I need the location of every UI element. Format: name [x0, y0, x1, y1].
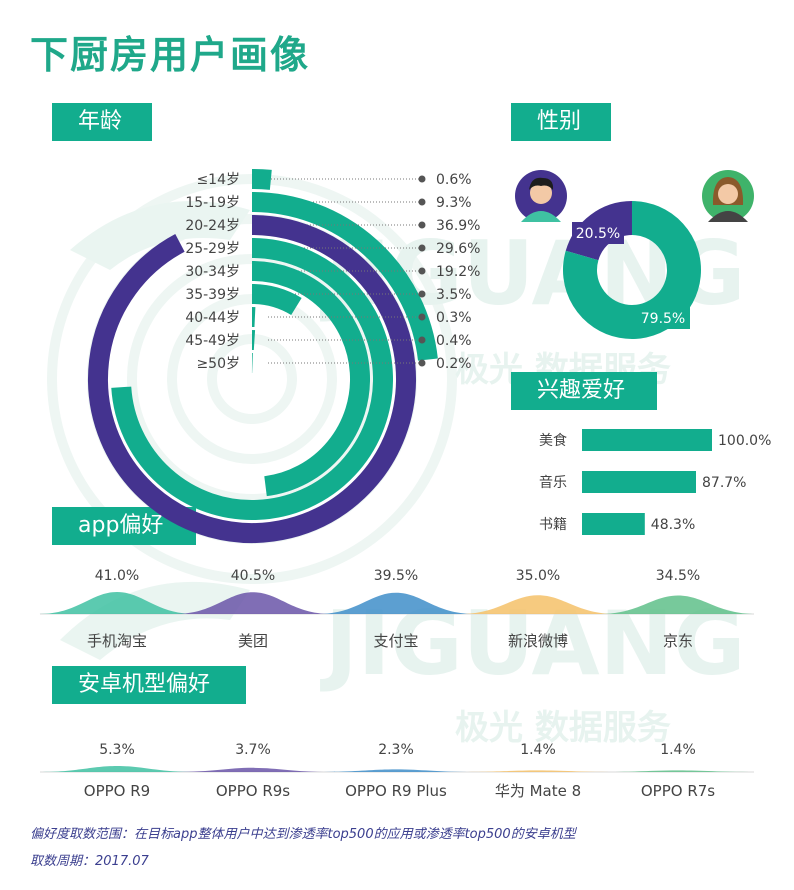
phone-svg-value-label: 1.4%	[660, 742, 696, 758]
age-leader-dot	[418, 359, 426, 367]
age-value-label: 3.5%	[436, 287, 472, 303]
age-label: ≥50岁	[196, 356, 240, 372]
age-value-label: 0.2%	[436, 356, 472, 372]
phone-svg-curve	[460, 770, 616, 772]
age-leader-dot	[418, 336, 426, 344]
age-label: 25-29岁	[185, 241, 240, 257]
section-interest-header: 兴趣爱好	[511, 372, 657, 410]
app-svg-curve	[460, 595, 616, 614]
male-avatar-face	[530, 182, 552, 204]
phone-svg-value-label: 2.3%	[378, 742, 414, 758]
age-value-label: 0.3%	[436, 310, 472, 326]
age-arc	[251, 261, 370, 497]
age-label: 15-19岁	[185, 195, 240, 211]
app-svg-category-label: 京东	[663, 632, 693, 650]
age-arc	[251, 169, 272, 190]
age-label: ≤14岁	[196, 172, 240, 188]
phone-svg-value-label: 5.3%	[99, 742, 135, 758]
phone-svg-curve	[600, 770, 756, 772]
phone-svg-category-label: OPPO R9s	[216, 782, 290, 800]
app-svg-value-label: 41.0%	[95, 568, 139, 584]
age-arc	[88, 215, 416, 543]
interest-value-label: 87.7%	[702, 475, 746, 491]
interest-bar	[582, 429, 712, 451]
age-leader-dot	[418, 313, 426, 321]
age-arc	[251, 284, 302, 316]
app-svg-category-label: 美团	[238, 632, 268, 650]
interest-bar	[582, 513, 645, 535]
male-avatar-hair	[529, 177, 554, 190]
gender-label-bg	[572, 222, 624, 244]
phone-svg-value-label: 3.7%	[235, 742, 271, 758]
app-svg-value-label: 39.5%	[374, 568, 418, 584]
age-label: 40-44岁	[185, 310, 240, 326]
age-label: 30-34岁	[185, 264, 240, 280]
age-value-label: 19.2%	[436, 264, 480, 280]
age-leader-dot	[418, 244, 426, 252]
interest-bar	[582, 471, 696, 493]
phone-svg-curve	[175, 767, 331, 772]
gender-value-label: 20.5%	[576, 226, 620, 242]
interest-value-label: 48.3%	[651, 517, 695, 533]
age-leader-dot	[418, 290, 426, 298]
app-svg-curve	[318, 592, 474, 614]
app-svg-curve	[39, 592, 195, 614]
gender-value-label: 79.5%	[641, 311, 685, 327]
phone-svg-curve	[318, 769, 474, 772]
age-value-label: 36.9%	[436, 218, 480, 234]
app-svg-value-label: 40.5%	[231, 568, 275, 584]
app-svg-value-label: 35.0%	[516, 568, 560, 584]
phone-svg-value-label: 1.4%	[520, 742, 556, 758]
app-svg-curve	[600, 595, 756, 614]
footnote-period: 取数周期：2017.07	[30, 854, 149, 869]
interest-label: 美食	[539, 432, 567, 449]
age-leader-dot	[418, 175, 426, 183]
age-arc	[251, 192, 438, 361]
app-svg-value-label: 34.5%	[656, 568, 700, 584]
age-label: 35-39岁	[185, 287, 240, 303]
app-svg-category-label: 新浪微博	[508, 632, 568, 650]
age-label: 20-24岁	[185, 218, 240, 234]
watermark-tagline-2: 极光 数据服务	[455, 708, 671, 748]
phone-svg-category-label: 华为 Mate 8	[495, 782, 581, 800]
interest-value-label: 100.0%	[718, 433, 771, 449]
phone-svg-curve	[39, 766, 195, 772]
phone-svg-category-label: OPPO R9 Plus	[345, 782, 447, 800]
gender-label-bg	[636, 307, 690, 329]
footnote-scope: 偏好度取数范围：在目标app整体用户中达到渗透率top500的应用或渗透率top…	[30, 827, 576, 842]
phone-svg-category-label: OPPO R9	[84, 782, 150, 800]
phone-svg-category-label: OPPO R7s	[641, 782, 715, 800]
section-phone-header: 安卓机型偏好	[52, 666, 246, 704]
age-value-label: 9.3%	[436, 195, 472, 211]
age-leader-dot	[418, 221, 426, 229]
section-gender-header: 性别	[511, 103, 611, 141]
age-leader-dot	[418, 267, 426, 275]
female-avatar-face	[718, 184, 738, 204]
interest-label: 书籍	[539, 516, 567, 533]
age-value-label: 0.6%	[436, 172, 472, 188]
section-age-header: 年龄	[52, 103, 152, 141]
age-label: 45-49岁	[185, 333, 240, 349]
page-title: 下厨房用户画像	[30, 33, 311, 77]
age-value-label: 29.6%	[436, 241, 480, 257]
section-app-header: app偏好	[52, 507, 196, 545]
age-value-label: 0.4%	[436, 333, 472, 349]
male-avatar-body	[521, 211, 561, 222]
female-avatar-body	[708, 211, 748, 222]
app-svg-category-label: 手机淘宝	[87, 632, 147, 650]
app-svg-category-label: 支付宝	[373, 632, 418, 650]
age-leader-dot	[418, 198, 426, 206]
age-arc	[111, 238, 393, 520]
interest-label: 音乐	[539, 474, 567, 491]
app-svg-curve	[175, 592, 331, 614]
